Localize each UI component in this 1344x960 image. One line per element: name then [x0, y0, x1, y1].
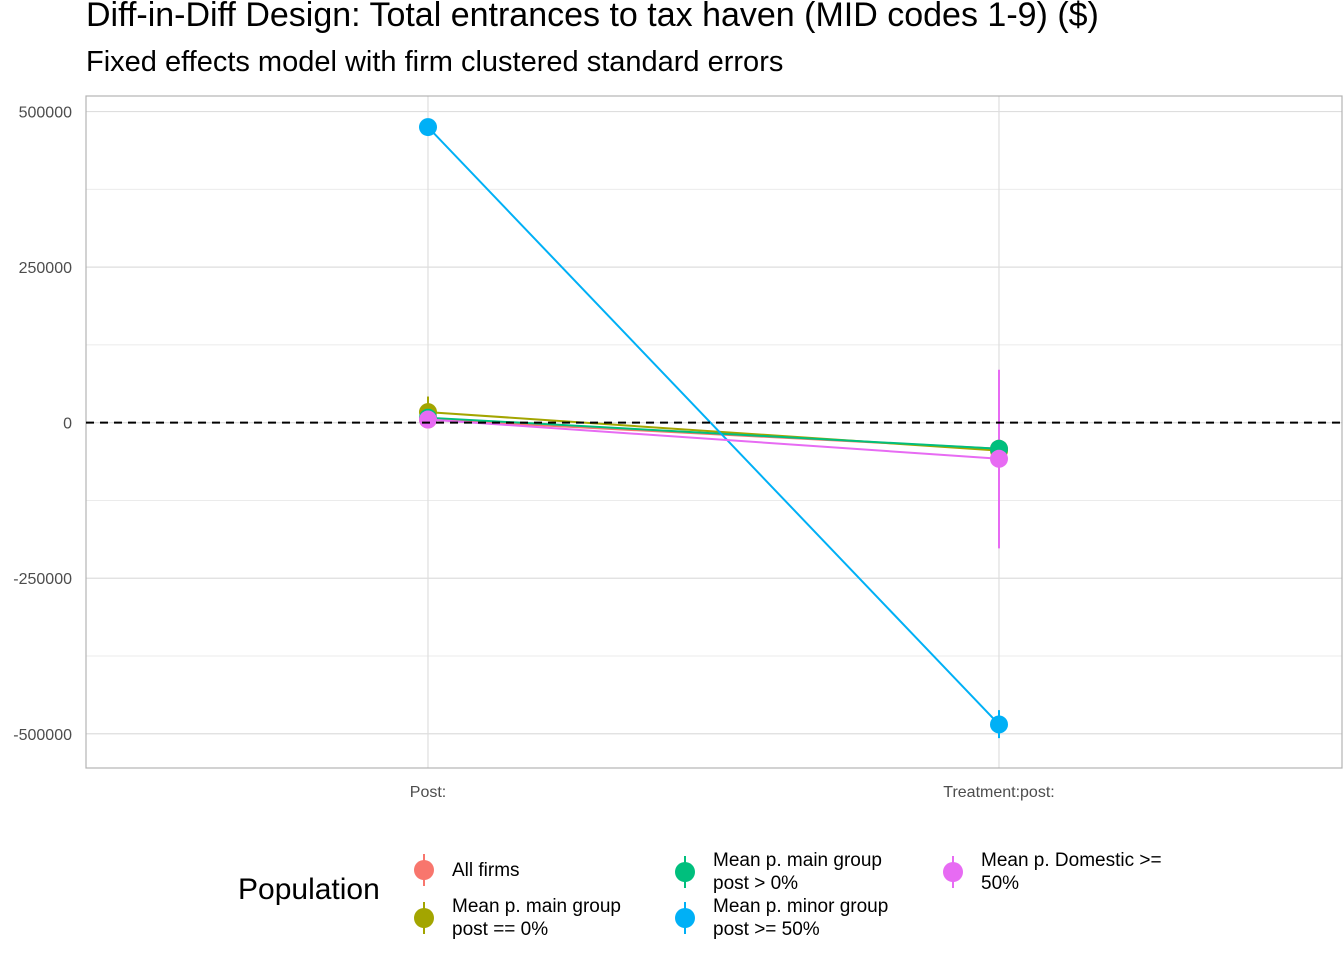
legend-key-point: [675, 908, 695, 928]
data-point: [419, 410, 437, 429]
legend-label: Mean p. main group post > 0%: [713, 850, 882, 894]
chart-title: Diff-in-Diff Design: Total entrances to …: [86, 0, 1099, 34]
y-tick-label: -500000: [13, 727, 72, 744]
legend-item-minor-group: Mean p. minor group post >= 50%: [667, 895, 913, 941]
data-point: [990, 449, 1008, 468]
series-line: [427, 126, 1000, 726]
data-point: [419, 118, 437, 137]
legend-item-domestic: Mean p. Domestic >= 50%: [935, 849, 1191, 895]
legend-key-point: [675, 862, 695, 882]
legend-label: All firms: [452, 859, 520, 881]
y-tick-label: -250000: [13, 571, 72, 588]
data-point: [990, 715, 1008, 734]
legend-key-main-group-post-zero: [406, 900, 442, 936]
legend-label: Mean p. minor group post >= 50%: [713, 896, 889, 940]
y-tick-label: 500000: [19, 105, 72, 122]
chart-subtitle: Fixed effects model with firm clustered …: [86, 46, 784, 78]
legend-item-main-group-post-positive: Mean p. main group post > 0%: [667, 849, 913, 895]
legend-key-minor-group: [667, 900, 703, 936]
legend-title: Population: [238, 873, 380, 906]
legend-key-domestic: [935, 854, 971, 890]
legend-key-point: [943, 862, 963, 882]
legend-key-all-firms: [406, 852, 442, 888]
panel-border: [85, 95, 1343, 769]
legend-key-main-group-post-positive: [667, 854, 703, 890]
legend-item-main-group-post-zero: Mean p. main group post == 0%: [406, 895, 652, 941]
y-tick-label: 250000: [19, 260, 72, 277]
legend-item-all-firms: All firms: [406, 852, 652, 888]
y-tick-label: 0: [63, 416, 72, 433]
legend-key-point: [414, 908, 434, 928]
x-tick-label: Treatment:post:: [943, 784, 1054, 801]
legend-label: Mean p. Domestic >= 50%: [981, 850, 1162, 894]
legend-key-point: [414, 860, 434, 880]
legend-label: Mean p. main group post == 0%: [452, 896, 621, 940]
series-line: [427, 418, 1000, 460]
x-tick-label: Post:: [410, 784, 446, 801]
